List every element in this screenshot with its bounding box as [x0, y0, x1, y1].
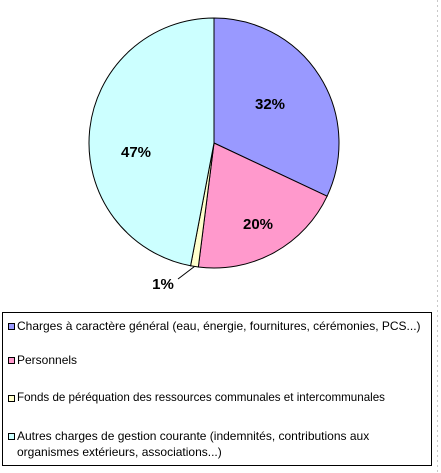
legend-label-personnels: Personnels [17, 353, 78, 367]
pie-chart-svg: 32% 20% 1% 47% [88, 17, 340, 293]
pie-chart: 32% 20% 1% 47% [88, 17, 340, 293]
legend-item-charges-generales: Charges à caractère général (eau, énergi… [8, 318, 427, 334]
legend-swatch-autres-charges [8, 433, 15, 440]
legend-item-personnels: Personnels [8, 352, 427, 368]
data-label-charges-generales: 32% [255, 96, 285, 113]
legend-swatch-charges-generales [8, 323, 15, 330]
legend-swatch-fonds-perequation [8, 395, 15, 402]
leader-line-fonds-perequation [177, 266, 195, 280]
legend-label-charges-generales: Charges à caractère général (eau, énergi… [17, 319, 421, 333]
legend: Charges à caractère général (eau, énergi… [2, 312, 432, 466]
legend-label-fonds-perequation: Fonds de péréquation des ressources comm… [17, 391, 385, 404]
data-label-autres-charges: 47% [121, 144, 151, 161]
page-edge-divider [437, 0, 438, 473]
legend-item-fonds-perequation: Fonds de péréquation des ressources comm… [8, 390, 427, 406]
pie-slice-autres-charges [88, 17, 215, 267]
legend-item-autres-charges: Autres charges de gestion courante (inde… [8, 428, 427, 460]
data-label-fonds-perequation: 1% [152, 276, 174, 293]
legend-label-autres-charges: Autres charges de gestion courante (inde… [17, 429, 370, 459]
legend-swatch-personnels [8, 357, 15, 364]
data-label-personnels: 20% [243, 216, 273, 233]
pie-slice-charges-generales [213, 17, 340, 197]
pie-slice-personnels [197, 142, 328, 269]
